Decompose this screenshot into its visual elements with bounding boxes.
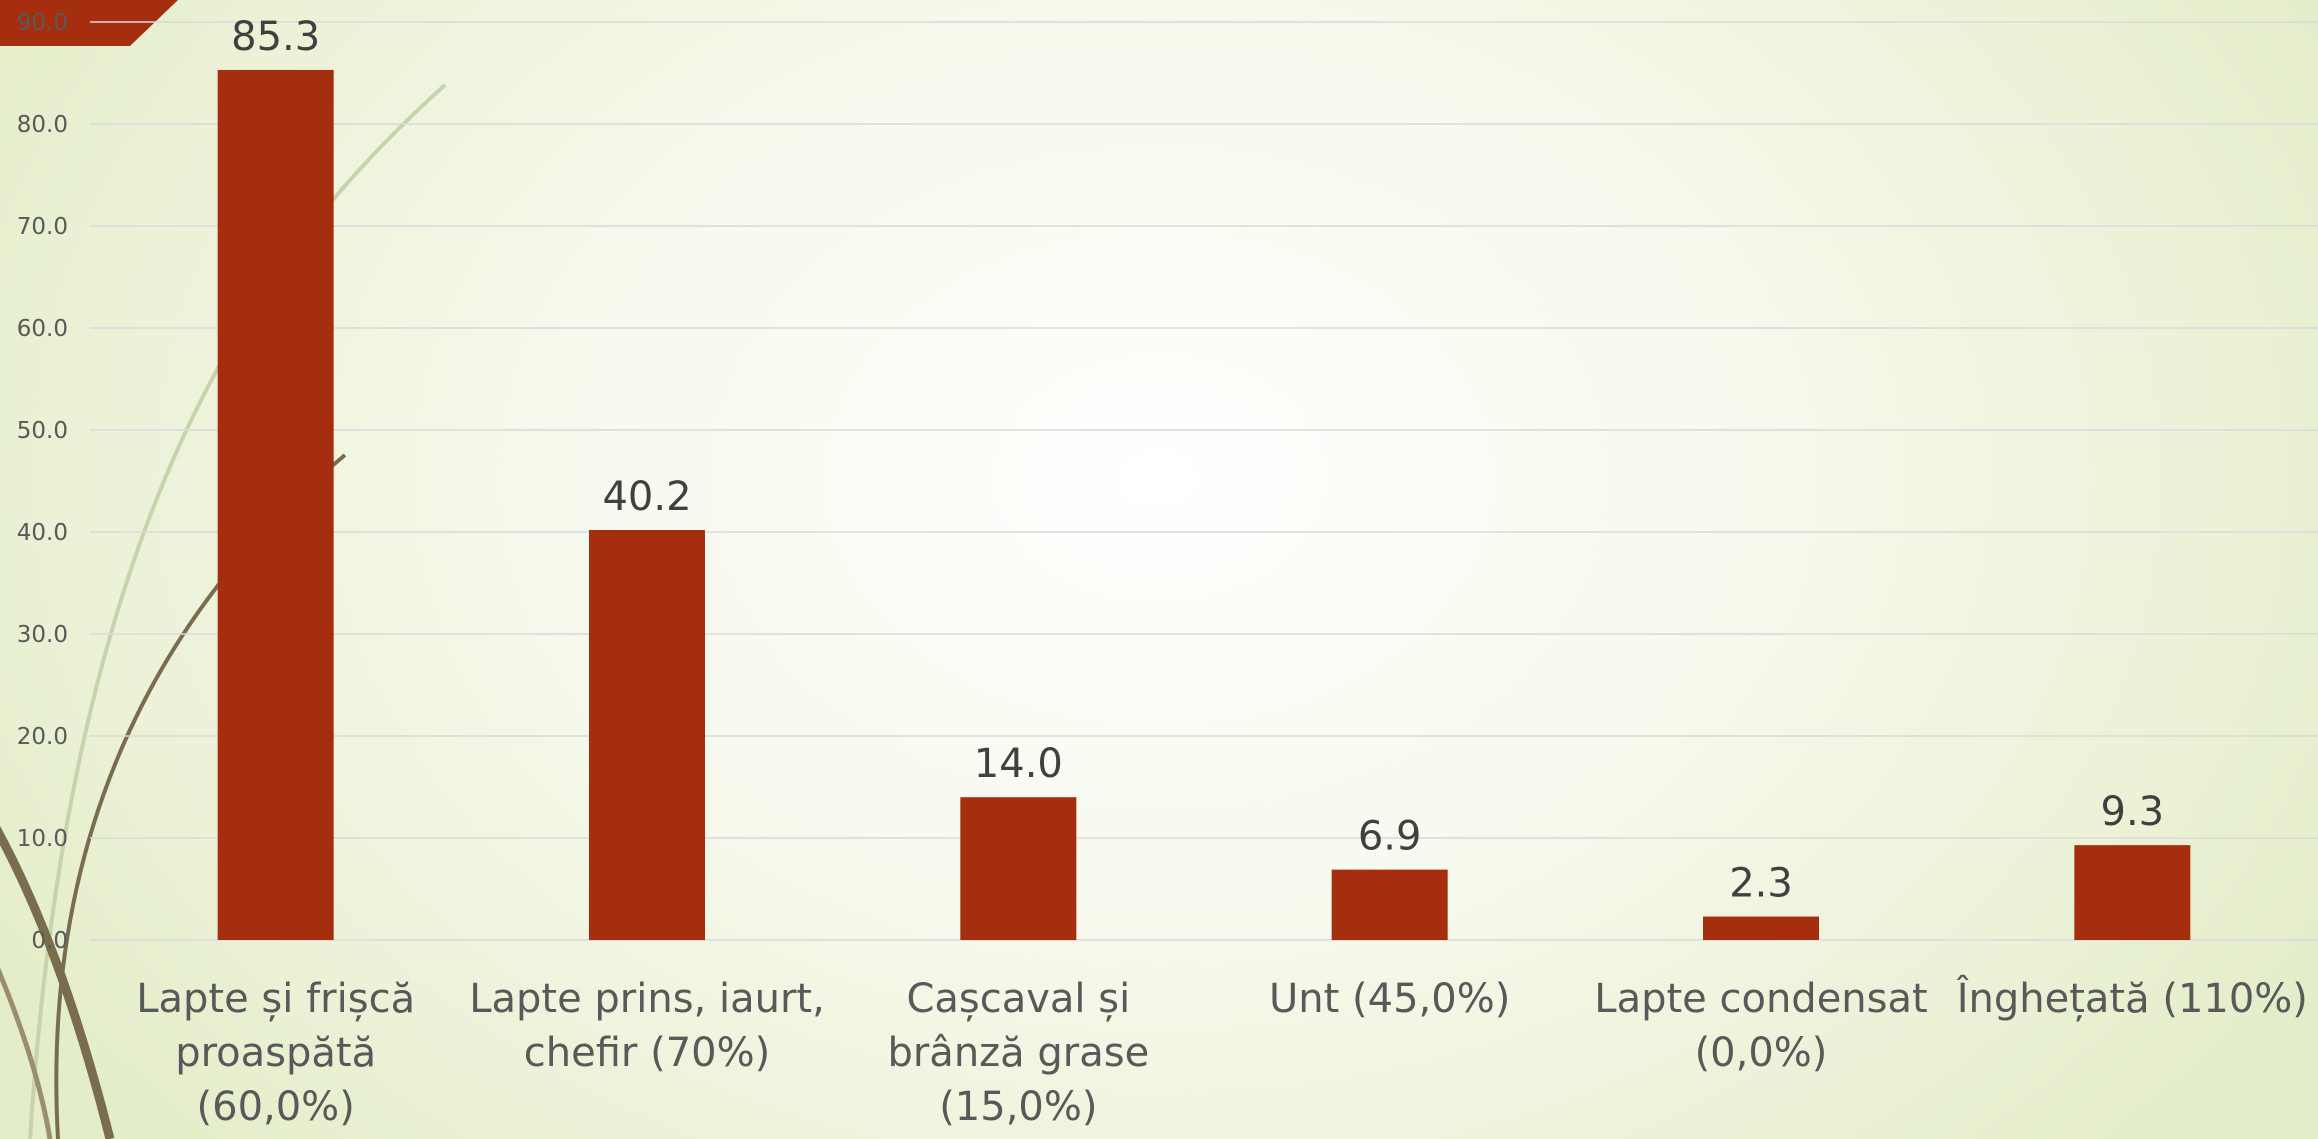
- category-label: Lapte prins, iaurt, chefir (70%): [469, 976, 825, 1076]
- bar: [960, 797, 1077, 940]
- decor-curve-light: [28, 83, 447, 1139]
- y-tick-label: 0.0: [31, 928, 68, 954]
- bar: [589, 529, 705, 940]
- y-tick-label: 40.0: [17, 520, 68, 546]
- bar: [217, 69, 334, 940]
- bar: [2074, 845, 2191, 940]
- y-tick-label: 70.0: [17, 214, 68, 240]
- category-label: Cașcaval și brânză grase (15,0%): [887, 976, 1149, 1130]
- y-tick-label: 50.0: [17, 418, 68, 444]
- decor-curve-thick: [0, 825, 115, 1139]
- y-tick-label: 20.0: [17, 724, 68, 750]
- category-label: Înghețată (110%): [1956, 974, 2308, 1022]
- bar: [1331, 869, 1448, 940]
- category-label: Unt (45,0%): [1269, 976, 1510, 1022]
- category-label: Lapte condensat (0,0%): [1594, 976, 1927, 1076]
- y-tick-label: 80.0: [17, 112, 68, 138]
- corner-accent-shape: [0, 0, 178, 46]
- y-tick-label: 60.0: [17, 316, 68, 342]
- data-label: 9.3: [2101, 789, 2165, 835]
- y-tick-label: 30.0: [17, 622, 68, 648]
- data-label: 14.0: [974, 741, 1063, 787]
- y-tick-label: 10.0: [17, 826, 68, 852]
- decor-curve-thin: [0, 967, 53, 1139]
- data-label: 85.3: [231, 14, 320, 60]
- y-tick-label: 90.0: [17, 10, 68, 36]
- data-label: 6.9: [1358, 814, 1422, 860]
- category-label: Lapte și frișcă proaspătă (60,0%): [136, 976, 415, 1130]
- data-label: 2.3: [1729, 861, 1793, 907]
- bar: [1703, 916, 1819, 940]
- data-label: 40.2: [602, 474, 691, 520]
